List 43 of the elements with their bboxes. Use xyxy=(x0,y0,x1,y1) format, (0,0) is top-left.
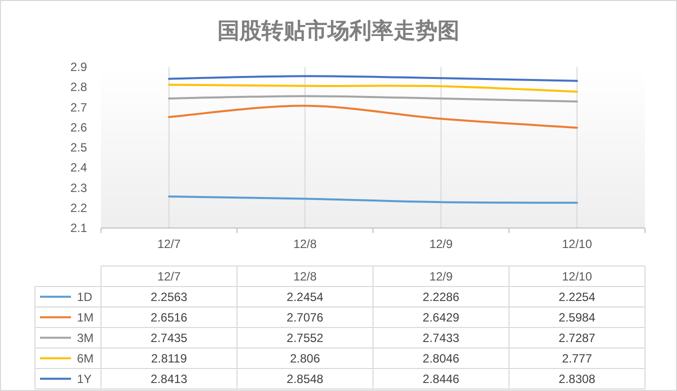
text: 2.2563 xyxy=(150,290,188,304)
text: 2.8446 xyxy=(422,372,460,386)
text: 2.5984 xyxy=(558,310,596,324)
y-tick-label: 2.8 xyxy=(70,80,88,94)
text: 2.2454 xyxy=(286,290,324,304)
text: 2.8119 xyxy=(151,351,187,366)
text: 2.8308 xyxy=(558,372,596,386)
title: 国股转贴市场利率走势图 xyxy=(218,18,460,43)
category-label: 12/9 xyxy=(429,269,453,284)
y-tick-label: 2.2 xyxy=(70,200,88,215)
text: 2.8413 xyxy=(150,372,188,386)
legend-label: 1Y xyxy=(77,372,92,386)
text: 2.7433 xyxy=(422,330,460,345)
x-tick-label: 12/9 xyxy=(429,237,453,251)
text: 2.7287 xyxy=(558,330,596,345)
x-tick-label: 12/10 xyxy=(562,237,592,251)
category-label: 12/7 xyxy=(157,269,181,284)
legend-label: 1D xyxy=(77,290,93,304)
text: 2.2286 xyxy=(422,290,460,304)
y-tick-label: 2.4 xyxy=(70,160,88,175)
y-tick-label: 2.6 xyxy=(70,120,88,134)
text: 2.7435 xyxy=(150,330,188,345)
text: 2.7076 xyxy=(286,310,324,324)
category-label: 12/8 xyxy=(293,269,317,284)
text: 2.2254 xyxy=(558,290,596,304)
legend-label: 3M xyxy=(77,330,94,345)
y-tick-label: 2.5 xyxy=(70,140,88,154)
text: 2.8548 xyxy=(286,372,324,386)
x-tick-label: 12/7 xyxy=(157,237,181,251)
y-tick-label: 2.9 xyxy=(70,60,88,74)
text: 2.6516 xyxy=(150,310,188,324)
legend-label: 6M xyxy=(77,351,94,366)
text: 2.8046 xyxy=(422,351,460,366)
text: 2.806 xyxy=(290,351,320,366)
x-tick-label: 12/8 xyxy=(293,237,317,251)
y-tick-label: 2.7 xyxy=(70,100,88,114)
text: 2.7552 xyxy=(286,330,324,345)
legend-label: 1M xyxy=(77,310,94,324)
text: 2.6429 xyxy=(422,310,460,324)
category-label: 12/10 xyxy=(562,269,592,284)
y-tick-label: 2.3 xyxy=(70,180,88,195)
y-tick-label: 2.1 xyxy=(70,221,88,235)
text: 2.777 xyxy=(562,351,592,366)
